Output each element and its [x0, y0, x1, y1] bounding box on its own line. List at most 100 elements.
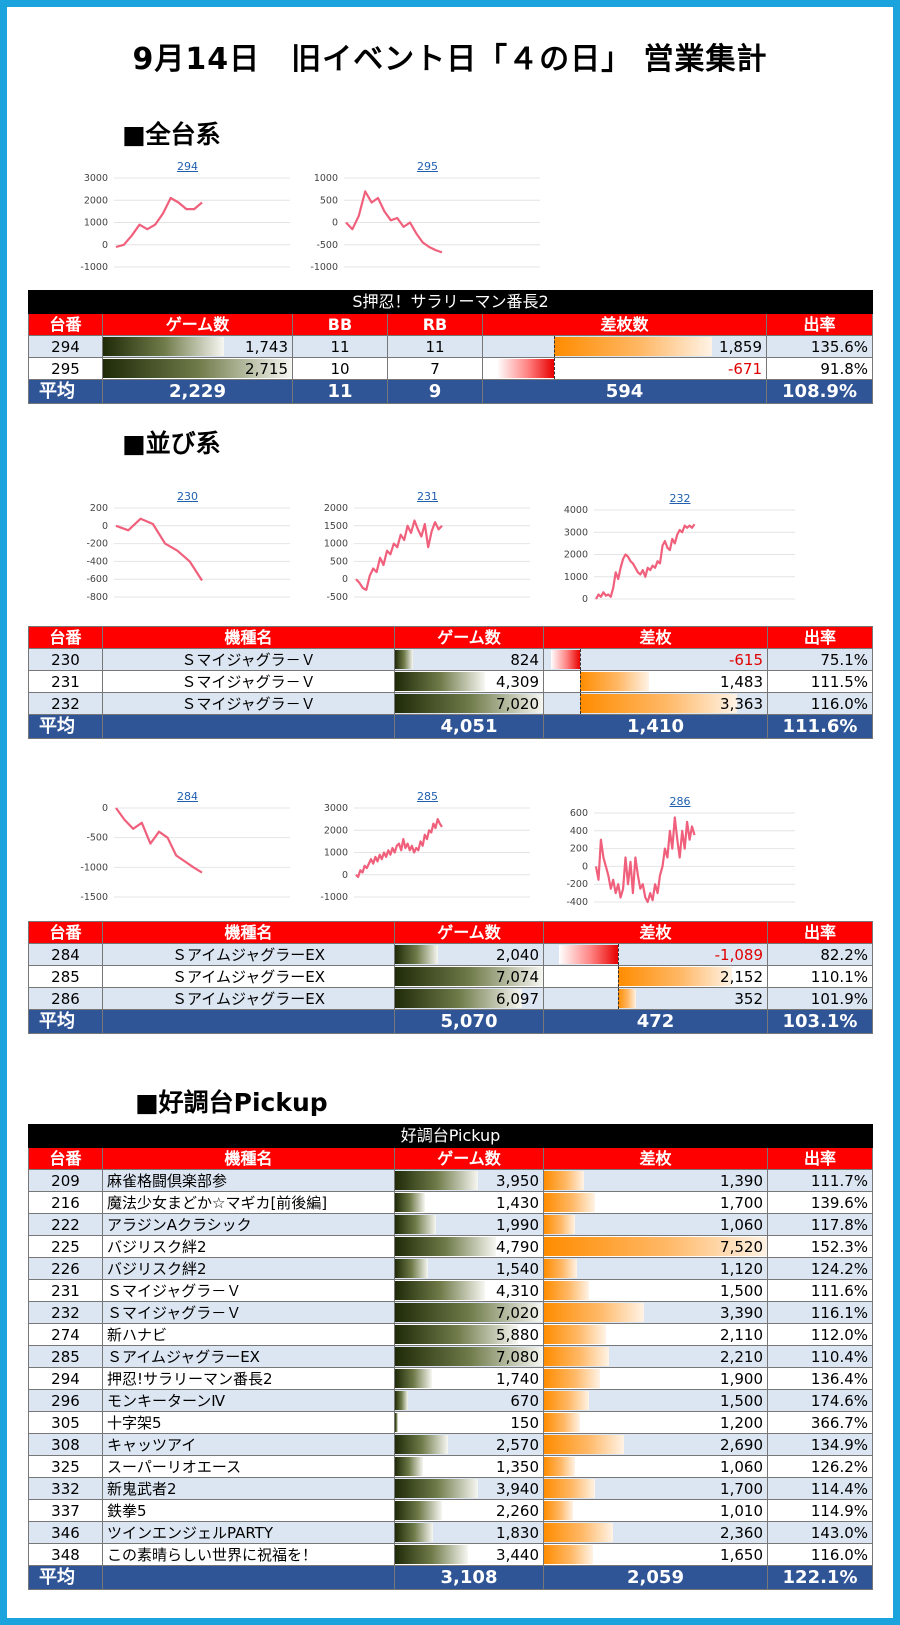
- machine-number: 274: [28, 1323, 103, 1346]
- games-cell: 4,309: [394, 670, 544, 693]
- machine-number: 231: [28, 670, 103, 693]
- table-row: 346 ツインエンジェルPARTY 1,830 2,360 143.0%: [28, 1521, 874, 1544]
- games-cell: 2,715: [102, 357, 293, 380]
- diff-bar: [544, 1193, 596, 1212]
- games-value: 4,790: [496, 1237, 539, 1256]
- payout-rate: 152.3%: [766, 1235, 874, 1258]
- model-name: スーパーリオエース: [102, 1455, 395, 1478]
- zero-axis-line: [579, 693, 581, 714]
- diff-value: 2,110: [720, 1325, 763, 1344]
- series-line: [115, 517, 203, 582]
- model-name: Ｓマイジャグラ－Ｖ: [102, 670, 395, 693]
- model-name: Ｓマイジャグラ－Ｖ: [102, 1279, 395, 1302]
- machine-number: 226: [28, 1257, 103, 1280]
- diff-bar: [544, 1303, 645, 1322]
- model-name: 新ハナビ: [102, 1323, 395, 1346]
- table-row: 294 1,743 11 11 1,859 135.6%: [28, 335, 874, 358]
- payout-rate: 110.1%: [767, 965, 873, 988]
- model-name: ＳアイムジャグラーEX: [102, 965, 395, 988]
- games-cell: 1,743: [102, 335, 293, 358]
- y-tick-label: 0: [332, 218, 338, 229]
- table-row: 296 モンキーターンⅣ 670 1,500 174.6%: [28, 1389, 874, 1412]
- games-value: 1,430: [496, 1193, 539, 1212]
- chart-title[interactable]: 284: [177, 790, 198, 803]
- mini-chart: 286 600 400 200 0 -200 -400: [560, 795, 800, 910]
- games-value: 7,074: [496, 967, 539, 986]
- header-cell: 出率: [765, 313, 874, 336]
- payout-rate: 75.1%: [767, 648, 873, 671]
- payout-rate: 117.8%: [766, 1213, 874, 1236]
- chart-title[interactable]: 286: [669, 795, 691, 808]
- y-tick-label: -800: [86, 592, 108, 603]
- y-tick-label: 0: [582, 594, 588, 605]
- average-bb: 11: [292, 379, 388, 404]
- games-cell: 1,350: [394, 1455, 544, 1478]
- mini-chart: 295 1000 500 0 -500 -1000: [310, 160, 545, 275]
- section-heading-pickup: ■好調台Pickup: [135, 1088, 328, 1117]
- games-value: 824: [510, 650, 539, 669]
- series-line: [355, 519, 443, 592]
- chart-title[interactable]: 230: [177, 490, 198, 503]
- games-value: 3,950: [496, 1171, 539, 1190]
- series-line: [115, 196, 203, 249]
- diff-cell: 7,520: [543, 1235, 768, 1258]
- header-cell: 差枚: [543, 626, 768, 649]
- y-tick-label: 0: [342, 574, 348, 585]
- model-name: 魔法少女まどか☆マギカ[前後編]: [102, 1191, 395, 1214]
- rb-count: 7: [387, 357, 483, 380]
- table-row: 325 スーパーリオエース 1,350 1,060 126.2%: [28, 1455, 874, 1478]
- diff-value: 1,483: [720, 672, 763, 691]
- diff-bar: [544, 1237, 767, 1256]
- table-row: 222 アラジンAクラシック 1,990 1,060 117.8%: [28, 1213, 874, 1236]
- games-cell: 3,440: [394, 1543, 544, 1566]
- diff-bar: [544, 1347, 609, 1366]
- zero-axis-line: [579, 671, 581, 692]
- payout-rate: 174.6%: [766, 1389, 874, 1412]
- header-cell: 機種名: [102, 1147, 395, 1170]
- diff-value: 7,520: [720, 1237, 763, 1256]
- diff-cell: 2,360: [543, 1521, 768, 1544]
- average-rate: 103.1%: [767, 1009, 873, 1034]
- chart-title[interactable]: 285: [417, 790, 438, 803]
- table-row-machines-1: 台番 機種名 ゲーム数 差枚 出率 230 Ｓマイジャグラ－Ｖ 824 -615…: [28, 626, 873, 739]
- y-tick-label: -600: [86, 574, 108, 585]
- payout-rate: 110.4%: [766, 1345, 874, 1368]
- payout-rate: 116.1%: [766, 1301, 874, 1324]
- diff-cell: 1,060: [543, 1213, 768, 1236]
- diff-bar: [617, 989, 637, 1008]
- model-name: ＳアイムジャグラーEX: [102, 987, 395, 1010]
- games-cell: 824: [394, 648, 544, 671]
- diff-cell: 2,690: [543, 1433, 768, 1456]
- y-tick-label: 500: [320, 195, 338, 206]
- series-line: [345, 190, 443, 254]
- table-row: 284 ＳアイムジャグラーEX 2,040 -1,089 82.2%: [28, 943, 873, 966]
- chart-title[interactable]: 232: [669, 492, 691, 505]
- chart-title[interactable]: 295: [417, 160, 438, 173]
- y-tick-label: -500: [86, 833, 108, 844]
- diff-bar: [544, 1259, 578, 1278]
- average-rate: 111.6%: [767, 714, 873, 739]
- y-tick-label: 2000: [564, 550, 588, 561]
- y-tick-label: -1000: [320, 892, 348, 903]
- games-bar: [395, 1193, 425, 1212]
- diff-cell: 1,650: [543, 1543, 768, 1566]
- header-cell: 差枚数: [482, 313, 767, 336]
- games-value: 3,940: [496, 1479, 539, 1498]
- games-bar: [395, 1215, 437, 1234]
- header-cell: 台番: [28, 1147, 103, 1170]
- diff-cell: 1,700: [543, 1191, 768, 1214]
- average-row: 平均 5,070 472 103.1%: [28, 1009, 873, 1034]
- model-name: 十字架5: [102, 1411, 395, 1434]
- machine-number: 231: [28, 1279, 103, 1302]
- y-tick-label: 0: [102, 521, 108, 532]
- chart-title[interactable]: 231: [417, 490, 438, 503]
- diff-cell: 1,700: [543, 1477, 768, 1500]
- y-tick-label: 3000: [324, 803, 348, 814]
- bb-count: 10: [292, 357, 388, 380]
- games-value: 7,020: [496, 694, 539, 713]
- diff-value: 1,010: [720, 1501, 763, 1520]
- chart-svg: 3000 2000 1000 0 -1000: [320, 803, 530, 903]
- y-tick-label: 500: [330, 556, 348, 567]
- chart-title[interactable]: 294: [177, 160, 198, 173]
- diff-bar: [550, 650, 580, 669]
